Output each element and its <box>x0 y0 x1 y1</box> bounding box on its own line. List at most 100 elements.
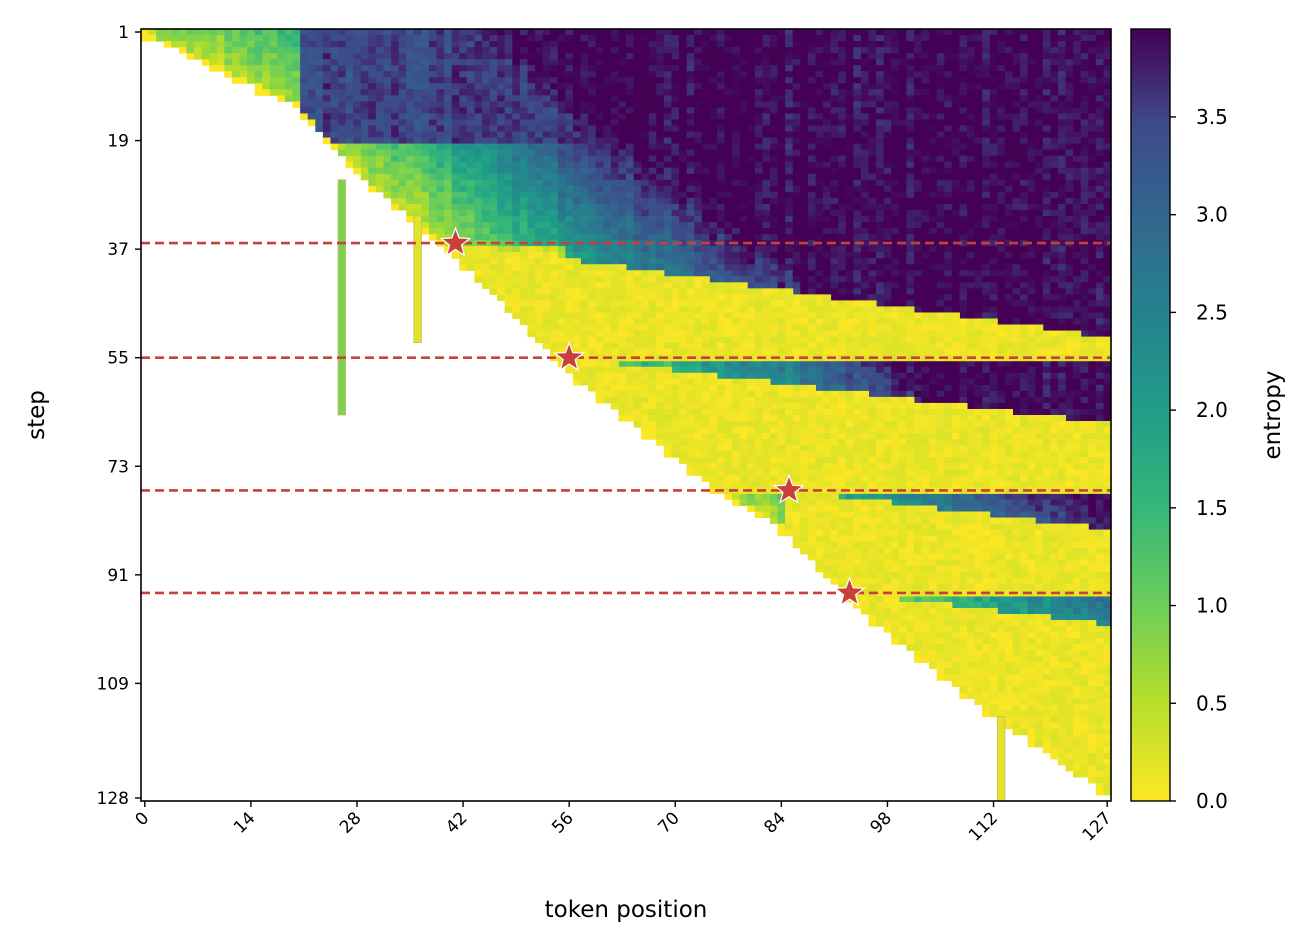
heatmap-cell <box>421 65 430 72</box>
heatmap-cell <box>444 53 453 60</box>
heatmap-cell <box>216 65 225 72</box>
heatmap-cell <box>724 83 733 90</box>
heatmap-cell <box>823 258 832 265</box>
heatmap-cell <box>747 107 756 114</box>
heatmap-cell <box>959 161 968 169</box>
heatmap-cell <box>663 65 672 72</box>
heatmap-cell <box>1035 77 1044 84</box>
heatmap-cell <box>868 276 877 283</box>
heatmap-cell <box>633 246 642 253</box>
heatmap-cell <box>951 173 960 181</box>
heatmap-cell <box>1057 264 1067 271</box>
heatmap-cell <box>1080 228 1089 235</box>
heatmap-cell <box>1088 107 1097 114</box>
heatmap-cell <box>868 185 877 193</box>
heatmap-cell <box>216 53 225 60</box>
heatmap-cell <box>876 65 885 72</box>
heatmap-cell <box>974 258 983 265</box>
heatmap-cell <box>845 137 854 145</box>
heatmap-cell <box>762 77 771 84</box>
heatmap-cell <box>762 143 771 151</box>
heatmap-cell <box>936 252 945 259</box>
heatmap-cell <box>1095 234 1104 241</box>
heatmap-cell <box>141 29 150 36</box>
heatmap-cell <box>557 137 566 145</box>
heatmap-cell <box>1103 59 1111 66</box>
heatmap-cell <box>656 264 665 271</box>
heatmap-cell <box>300 77 309 84</box>
heatmap-cell <box>686 29 695 36</box>
heatmap-cell <box>929 83 938 90</box>
heatmap-cell <box>830 215 839 223</box>
heatmap-cell <box>307 89 316 96</box>
heatmap-cell <box>769 47 779 54</box>
heatmap-cell <box>588 35 597 42</box>
heatmap-cell <box>785 143 794 151</box>
heatmap-cell <box>504 47 513 54</box>
heatmap-cell <box>474 209 483 217</box>
heatmap-cell <box>724 179 733 187</box>
heatmap-cell <box>967 288 976 295</box>
heatmap-cell <box>1065 65 1074 72</box>
heatmap-cell <box>769 270 779 277</box>
heatmap-cell <box>489 185 498 193</box>
heatmap-cell <box>368 53 377 60</box>
heatmap-cell <box>315 83 324 90</box>
heatmap-cell <box>535 197 544 205</box>
heatmap-cell <box>580 125 589 133</box>
heatmap-cell <box>466 161 475 169</box>
heatmap-cell <box>807 65 816 72</box>
heatmap-cell <box>1042 191 1051 199</box>
heatmap-cell <box>974 29 983 36</box>
heatmap-cell <box>618 41 627 48</box>
heatmap-cell <box>891 270 900 277</box>
heatmap-cell <box>459 137 468 145</box>
heatmap-cell <box>1027 215 1036 223</box>
heatmap-cell <box>974 228 983 235</box>
heatmap-cell <box>792 215 801 223</box>
heatmap-cell <box>762 47 771 54</box>
heatmap-cell <box>845 228 854 235</box>
heatmap-cell <box>876 203 885 211</box>
heatmap-cell <box>618 179 627 187</box>
heatmap-cell <box>777 29 786 36</box>
heatmap-cell <box>739 101 748 108</box>
heatmap-cell <box>1073 306 1082 313</box>
heatmap-cell <box>466 35 475 42</box>
heatmap-cell <box>807 155 816 163</box>
heatmap-cell <box>724 143 733 151</box>
heatmap-cell <box>428 119 438 126</box>
heatmap-cell <box>330 59 339 66</box>
heatmap-cell <box>906 137 915 145</box>
heatmap-cell <box>671 228 680 235</box>
heatmap-cell <box>1088 209 1097 217</box>
heatmap-cell <box>451 209 460 217</box>
heatmap-cell <box>330 119 339 126</box>
heatmap-cell <box>936 77 945 84</box>
heatmap-cell <box>754 119 763 126</box>
heatmap-cell <box>1050 101 1059 108</box>
heatmap-cell <box>777 53 786 60</box>
heatmap-cell <box>648 222 657 229</box>
heatmap-cell <box>406 197 415 205</box>
heatmap-cell <box>186 29 195 36</box>
heatmap-cell <box>466 149 475 157</box>
heatmap-cell <box>830 41 839 48</box>
heatmap-cell <box>785 228 794 235</box>
heatmap-cell <box>641 161 650 169</box>
heatmap-cell <box>686 185 695 193</box>
heatmap-cell <box>1012 107 1021 114</box>
heatmap-cell <box>421 197 430 205</box>
heatmap-cell <box>618 125 627 133</box>
heatmap-cell <box>807 167 816 175</box>
heatmap-cell <box>406 29 415 36</box>
heatmap-cell <box>421 167 430 175</box>
heatmap-cell <box>1057 95 1067 102</box>
heatmap-cell <box>1012 95 1021 102</box>
heatmap-cell <box>398 191 407 199</box>
heatmap-cell <box>512 185 521 193</box>
heatmap-cell <box>716 41 726 48</box>
heatmap-cell <box>557 29 566 36</box>
heatmap-cell <box>1080 234 1089 241</box>
heatmap-cell <box>891 209 900 217</box>
